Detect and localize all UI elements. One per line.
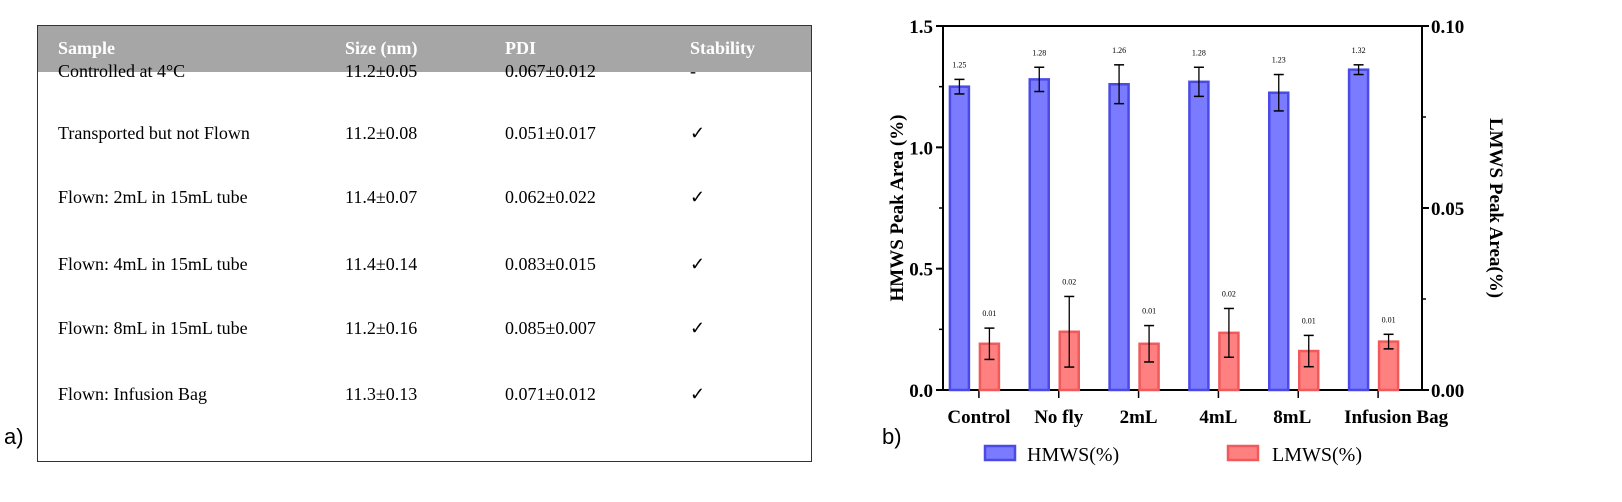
legend-swatch-lmws: [1226, 444, 1260, 462]
cell-size: 11.4±0.07: [345, 187, 418, 207]
y-tick-label: 0.5: [909, 260, 933, 281]
data-label: 1.25: [952, 60, 966, 69]
cell-pdi: 0.071±0.012: [505, 384, 596, 404]
cell-sample: Controlled at 4°C: [58, 61, 186, 81]
cell-size: 11.2±0.05: [345, 61, 418, 81]
data-label: 1.23: [1272, 56, 1286, 65]
hmws-bar: [1188, 80, 1210, 392]
cell-size: 11.2±0.08: [345, 123, 418, 143]
x-tick-label: 8mL: [1273, 407, 1311, 428]
cell-size: 11.3±0.13: [345, 384, 418, 404]
cell-pdi: 0.067±0.012: [505, 61, 596, 81]
x-tick-label: 4mL: [1199, 407, 1237, 428]
legend-label: LMWS(%): [1272, 444, 1362, 466]
x-tick-label: 2mL: [1120, 407, 1158, 428]
panel-a-label: a): [4, 424, 24, 449]
y-tick-label: 1.0: [909, 138, 933, 159]
data-label: 0.01: [1382, 315, 1396, 324]
data-label: 0.01: [1142, 307, 1156, 316]
y-axis-title: HMWS Peak Area (%): [887, 115, 908, 302]
y-right-tick-label: 0.05: [1431, 199, 1464, 220]
cell-sample: Flown: 8mL in 15mL tube: [58, 318, 248, 338]
hmws-bar: [1268, 91, 1290, 392]
table-header: Sample Size (nm) PDI Stability: [38, 26, 811, 72]
hmws-bar: [1347, 68, 1370, 392]
y-right-axis-title: LMWS Peak Area(%): [1485, 118, 1506, 298]
legend-swatch-hmws: [983, 444, 1017, 462]
header-pdi: PDI: [505, 38, 536, 58]
cell-size: 11.2±0.16: [345, 318, 418, 338]
panel-b-label: b): [882, 424, 902, 449]
data-label: 1.28: [1192, 48, 1206, 57]
header-size: Size (nm): [345, 38, 418, 58]
hmws-bar: [1108, 82, 1130, 392]
data-label: 0.01: [1302, 316, 1316, 325]
y-right-tick-label: 0.10: [1431, 17, 1464, 38]
y-tick-label: 0.0: [909, 381, 933, 402]
x-tick-label: Infusion Bag: [1344, 407, 1449, 428]
cell-pdi: 0.085±0.007: [505, 318, 596, 338]
cell-pdi: 0.051±0.017: [505, 123, 596, 143]
x-tick-label: No fly: [1034, 407, 1084, 428]
cell-sample: Flown: 2mL in 15mL tube: [58, 187, 248, 207]
hmws-bar: [948, 85, 971, 392]
cell-size: 11.4±0.14: [345, 254, 418, 274]
x-tick-label: Control: [947, 407, 1010, 428]
data-label: 0.02: [1062, 277, 1076, 286]
data-label: 1.26: [1112, 46, 1126, 55]
cell-pdi: 0.083±0.015: [505, 254, 596, 274]
legend-label: HMWS(%): [1027, 444, 1119, 466]
cell-sample: Transported but not Flown: [58, 123, 250, 143]
y-tick-label: 1.5: [909, 17, 933, 38]
cell-stability: ✓: [690, 318, 706, 338]
results-table: Sample Size (nm) PDI Stability Controlle…: [37, 25, 812, 462]
cell-stability: ✓: [690, 254, 706, 274]
cell-stability: ✓: [690, 384, 706, 404]
data-label: 1.28: [1032, 48, 1046, 57]
cell-sample: Flown: 4mL in 15mL tube: [58, 254, 248, 274]
cell-sample: Flown: Infusion Bag: [58, 384, 208, 404]
cell-pdi: 0.062±0.022: [505, 187, 596, 207]
data-label: 0.02: [1222, 289, 1236, 298]
hmws-bar: [1028, 78, 1050, 392]
data-label: 0.01: [982, 309, 996, 318]
data-label: 1.32: [1352, 46, 1366, 55]
cell-stability: -: [690, 61, 696, 81]
cell-stability: ✓: [690, 123, 706, 143]
y-right-tick-label: 0.00: [1431, 381, 1464, 402]
cell-stability: ✓: [690, 187, 706, 207]
header-sample: Sample: [58, 38, 116, 58]
header-stability: Stability: [690, 38, 756, 58]
